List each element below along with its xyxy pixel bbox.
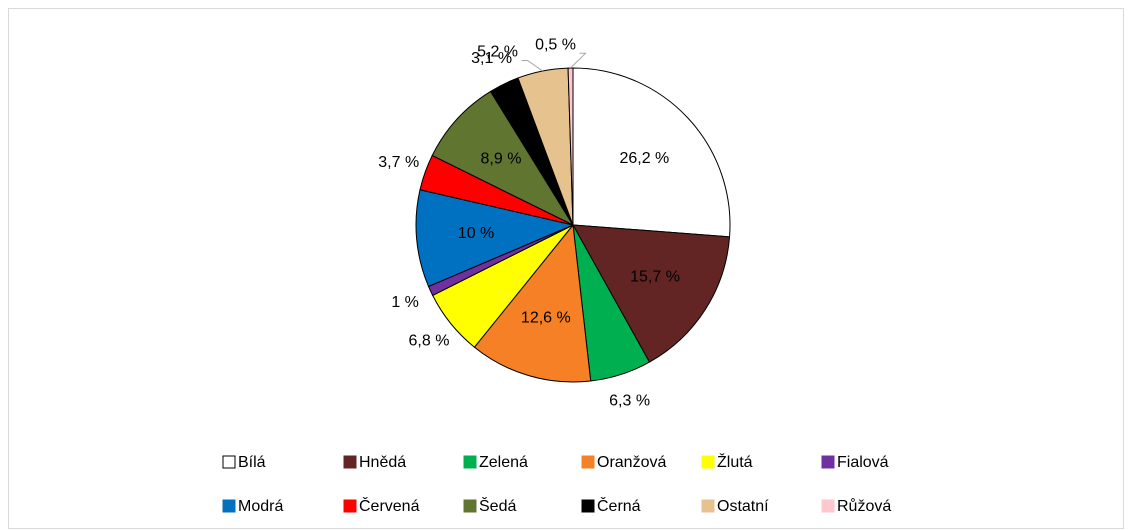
pie-slice xyxy=(431,90,575,227)
data-label: 3,1 % xyxy=(471,50,512,67)
legend-swatch xyxy=(821,455,835,469)
data-label: 0,5 % xyxy=(535,37,576,54)
data-label: 12,6 % xyxy=(521,310,571,327)
legend-label: Bílá xyxy=(238,454,266,471)
data-label: 6,3 % xyxy=(609,392,650,409)
data-label: 8,9 % xyxy=(481,151,522,168)
legend-swatch xyxy=(222,455,236,469)
data-label: 3,7 % xyxy=(378,154,419,171)
legend-label: Šedá xyxy=(479,496,516,515)
legend-swatch xyxy=(463,499,477,513)
legend-swatch xyxy=(581,499,595,513)
data-label: 10 % xyxy=(458,225,494,242)
pie-slice xyxy=(572,67,731,238)
pie-slice xyxy=(473,223,592,383)
legend-swatch xyxy=(463,455,477,469)
pie-slice xyxy=(415,189,575,288)
leader-line xyxy=(570,52,587,69)
legend-swatch xyxy=(821,499,835,513)
legend-swatch xyxy=(701,455,715,469)
legend-label: Oranžová xyxy=(597,454,666,471)
legend-label: Červená xyxy=(359,496,420,515)
data-label: 6,8 % xyxy=(409,332,450,349)
legend-swatch xyxy=(343,455,357,469)
legend-swatch xyxy=(701,499,715,513)
legend-label: Fialová xyxy=(837,454,889,471)
legend-label: Ostatní xyxy=(717,498,769,515)
legend-label: Černá xyxy=(597,496,641,515)
pie-slice xyxy=(572,224,731,363)
legend-label: Hnědá xyxy=(359,454,406,471)
pie-slice xyxy=(567,67,574,226)
legend-swatch xyxy=(343,499,357,513)
legend-swatch xyxy=(222,499,236,513)
legend-label: Zelená xyxy=(479,454,528,471)
data-label: 1 % xyxy=(391,294,419,311)
data-label: 5,2 % xyxy=(477,44,518,61)
leader-line xyxy=(521,59,543,72)
legend-label: Růžová xyxy=(837,497,891,515)
legend-swatch xyxy=(581,455,595,469)
legend-label: Modrá xyxy=(238,498,283,515)
data-label: 15,7 % xyxy=(630,269,680,286)
legend-label: Žlutá xyxy=(717,452,753,471)
data-label: 26,2 % xyxy=(619,150,669,167)
